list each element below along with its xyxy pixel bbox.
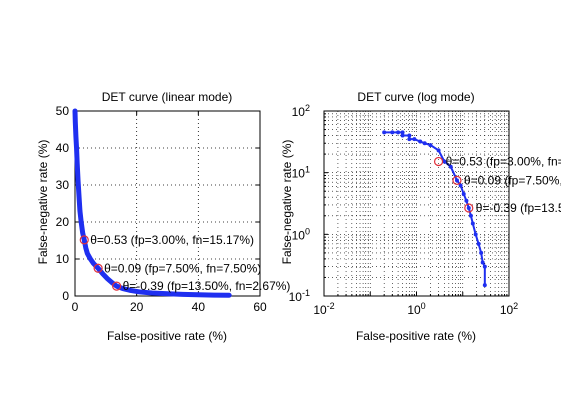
log-curve-point <box>479 250 484 255</box>
linear-ytick-label: 30 <box>56 178 70 192</box>
log-threshold-label: θ=-0.39 (fp=13.50%, fn=2.67%) <box>476 201 561 215</box>
linear-xtick-label: 60 <box>253 300 267 314</box>
linear-threshold-marker <box>112 281 122 291</box>
log-curve-point <box>466 206 471 211</box>
linear-threshold-label: θ=-0.39 (fp=13.50%, fn=2.67%) <box>123 279 291 293</box>
log-curve-point <box>390 130 395 135</box>
linear-axes: DET curve (linear mode) False-positive r… <box>36 90 290 343</box>
log-curve-point <box>458 183 463 188</box>
linear-xtick-label: 0 <box>72 300 79 314</box>
linear-threshold-label: θ=0.53 (fp=3.00%, fn=15.17%) <box>90 233 254 247</box>
log-xtick-label: 10-2 <box>313 301 334 317</box>
log-curve-point <box>400 133 405 138</box>
log-curve-point <box>400 130 405 135</box>
linear-ytick-label: 20 <box>56 215 70 229</box>
linear-title: DET curve (linear mode) <box>102 90 233 104</box>
log-curve-point <box>422 141 427 146</box>
linear-ytick-label: 0 <box>62 289 69 303</box>
linear-ytick-label: 50 <box>56 104 70 118</box>
log-ytick-label: 100 <box>292 226 310 242</box>
log-axes: DET curve (log mode) False-positive rate… <box>280 90 561 343</box>
linear-threshold-label: θ=0.09 (fp=7.50%, fn=7.50%) <box>104 261 261 275</box>
log-curve-point <box>407 137 412 142</box>
log-curve-point <box>436 148 441 153</box>
log-curve-point <box>476 241 481 246</box>
linear-ytick-label: 10 <box>56 252 70 266</box>
linear-xlabel: False-positive rate (%) <box>107 329 227 343</box>
linear-threshold-marker <box>93 263 103 273</box>
log-curve-point <box>480 260 485 265</box>
log-curve-point <box>461 192 466 197</box>
log-ytick-label: 10-1 <box>289 288 310 304</box>
log-curve-point <box>442 159 447 164</box>
log-curve-point <box>464 198 469 203</box>
log-threshold-marker <box>464 203 474 213</box>
log-threshold-marker <box>433 156 444 167</box>
linear-ylabel: False-negative rate (%) <box>36 140 50 265</box>
log-threshold-label: θ=0.09 (fp=7.50%, fn=7.50%) <box>464 173 561 187</box>
log-xtick-label: 102 <box>500 301 518 317</box>
log-curve-point <box>448 164 453 169</box>
log-curve-point <box>473 232 478 237</box>
log-curve-point <box>482 264 487 269</box>
log-xtick-label: 100 <box>407 301 425 317</box>
linear-ytick-label: 40 <box>56 141 70 155</box>
log-xlabel: False-positive rate (%) <box>356 329 476 343</box>
log-curve-group <box>382 130 487 288</box>
log-ytick-label: 101 <box>292 165 310 181</box>
log-title: DET curve (log mode) <box>357 90 474 104</box>
log-curve-point <box>468 213 473 218</box>
log-axes-box <box>323 110 510 297</box>
linear-xtick-label: 20 <box>130 300 144 314</box>
log-curve-point <box>407 133 412 138</box>
log-curve-point <box>418 139 423 144</box>
log-threshold-marker <box>452 175 462 185</box>
log-threshold-label: θ=0.53 (fp=3.00%, fn=15.17%) <box>446 155 561 169</box>
log-curve-point <box>482 283 487 288</box>
log-curve-point <box>396 130 401 135</box>
log-curve-point <box>454 178 459 183</box>
linear-det-curve <box>72 108 232 298</box>
log-ylabel: False-negative rate (%) <box>280 140 294 265</box>
log-ytick-label: 102 <box>292 103 310 119</box>
linear-threshold-marker <box>79 235 89 245</box>
log-curve-point <box>470 221 475 226</box>
log-curve-point <box>428 143 433 148</box>
linear-xtick-label: 40 <box>192 300 206 314</box>
linear-plot-area <box>75 111 260 296</box>
log-curve-point <box>382 130 387 135</box>
log-curve-point <box>412 137 417 142</box>
